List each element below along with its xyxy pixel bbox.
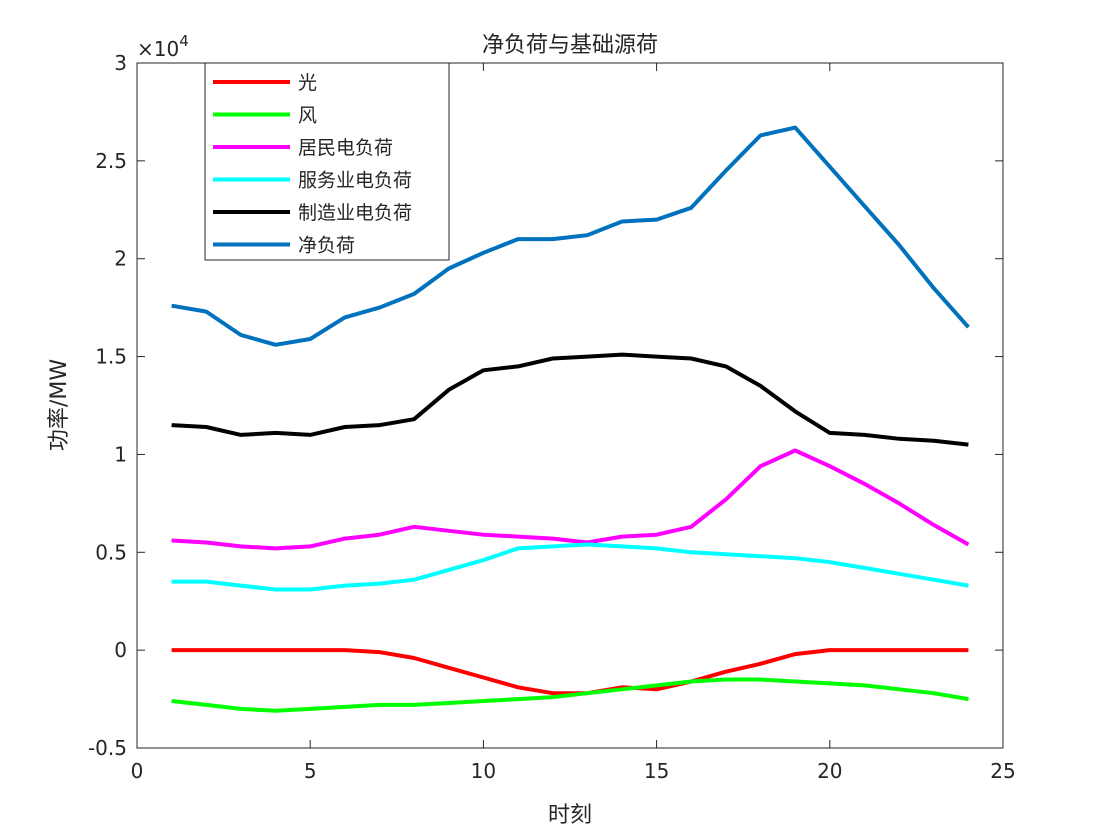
y-tick-label: 2 — [114, 247, 127, 271]
exponent-power: 4 — [179, 32, 189, 50]
y-exponent-label: ×104 — [137, 32, 189, 61]
x-tick-label: 10 — [471, 759, 496, 783]
y-tick-label: -0.5 — [88, 736, 127, 760]
chart-title: 净负荷与基础源荷 — [482, 33, 658, 58]
y-tick-label: 3 — [114, 51, 127, 75]
legend-label-2: 居民电负荷 — [298, 137, 393, 159]
x-tick-label: 20 — [817, 759, 842, 783]
x-tick-label: 25 — [990, 759, 1015, 783]
series-line-2 — [171, 448, 970, 551]
axes-box — [136, 62, 1004, 749]
legend-label-4: 制造业电负荷 — [298, 202, 412, 224]
exponent-base: ×10 — [137, 37, 179, 61]
x-tick-label: 5 — [304, 759, 317, 783]
y-tick-label: 1.5 — [95, 345, 127, 369]
legend-label-0: 光 — [298, 72, 317, 94]
legend-label-3: 服务业电负荷 — [298, 170, 412, 192]
series-line-1 — [171, 677, 969, 713]
x-tick-label: 0 — [131, 759, 144, 783]
axis-ticks: 0 5 10 15 20 25-0.500.511.522.53 — [88, 51, 1016, 783]
legend-label-1: 风 — [298, 105, 317, 127]
legend-label-5: 净负荷 — [298, 235, 355, 257]
y-tick-label: 0 — [114, 638, 127, 662]
y-axis-label: 功率/MW — [47, 359, 72, 451]
series-line-4 — [171, 352, 969, 447]
legend-box — [204, 62, 450, 261]
x-axis-label: 时刻 — [548, 803, 592, 828]
series-lines — [171, 125, 970, 713]
series-line-5 — [171, 125, 970, 347]
y-tick-label: 2.5 — [95, 149, 127, 173]
y-tick-label: 0.5 — [95, 540, 127, 564]
series-line-3 — [171, 542, 969, 592]
y-tick-label: 1 — [114, 442, 127, 466]
x-tick-label: 15 — [644, 759, 669, 783]
